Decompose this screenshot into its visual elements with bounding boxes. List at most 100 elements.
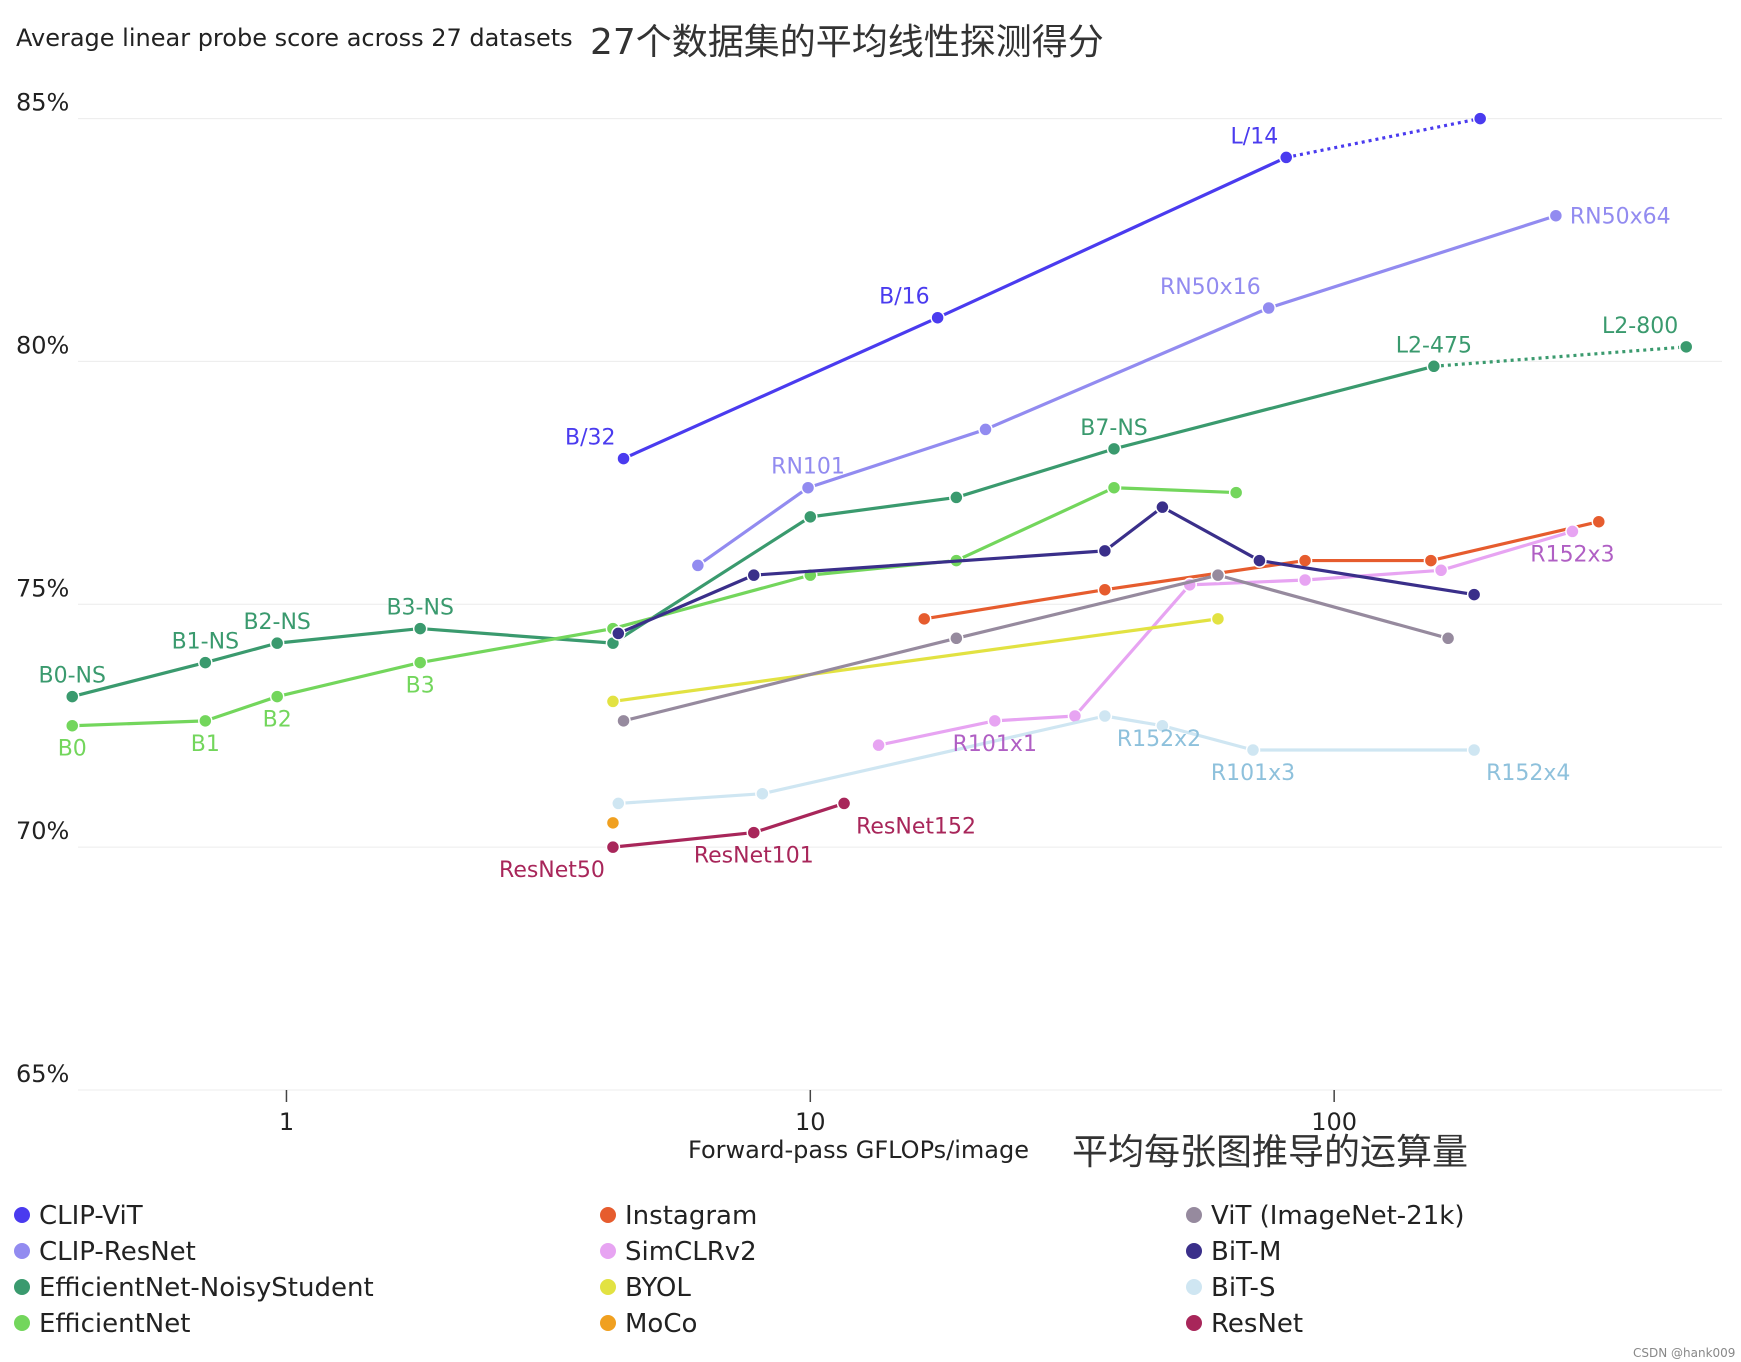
- point-label: R101x3: [1211, 761, 1295, 786]
- data-point: [1252, 553, 1267, 568]
- data-point: [1097, 708, 1113, 724]
- point-label: ResNet50: [499, 858, 605, 883]
- data-point: [746, 825, 762, 840]
- legend-item-efficientnet-noisystudent: EfficientNet-NoisyStudent: [14, 1273, 374, 1303]
- legend-item-bit-m: BiT-M: [1186, 1237, 1281, 1267]
- data-point: [1466, 742, 1482, 758]
- legend-label: ViT (ImageNet-21k): [1211, 1201, 1464, 1231]
- data-point: [949, 631, 964, 646]
- series-bit-m: [611, 499, 1482, 641]
- series-line: [878, 529, 1573, 747]
- legend-label: BYOL: [625, 1273, 691, 1303]
- point-label: ResNet152: [856, 814, 976, 839]
- data-point: [1245, 742, 1261, 758]
- x-tick-label: 10: [795, 1108, 826, 1136]
- legend-swatch: [600, 1243, 616, 1259]
- legend-item-efficientnet: EfficientNet: [14, 1309, 190, 1339]
- data-point: [1261, 300, 1276, 316]
- legend-item-simclrv2: SimCLRv2: [600, 1237, 757, 1267]
- series-simclrv2: [871, 524, 1580, 753]
- point-label: L/14: [1231, 124, 1279, 149]
- legend-label: EfficientNet: [39, 1309, 190, 1339]
- data-point: [755, 786, 770, 801]
- data-point: [605, 839, 621, 855]
- chart-title: Average linear probe score across 27 dat…: [16, 24, 573, 52]
- data-point: [198, 655, 213, 670]
- legend-swatch: [14, 1279, 30, 1295]
- point-label: L2-475: [1396, 333, 1472, 358]
- legend-item-moco: MoCo: [600, 1309, 697, 1339]
- point-label: R152x4: [1486, 761, 1570, 786]
- data-point: [616, 713, 631, 729]
- series-efficientnet-noisystudent: [64, 339, 1694, 704]
- x-axis-label: Forward-pass GFLOPs/image: [688, 1136, 1029, 1164]
- legend-item-clip-vit: CLIP-ViT: [14, 1201, 143, 1231]
- point-label: B1: [191, 732, 220, 757]
- data-point: [1297, 553, 1313, 568]
- point-label: B/16: [879, 285, 930, 310]
- y-axis: 65% 70% 75% 80% 85%: [16, 89, 69, 1088]
- legend-swatch: [600, 1207, 616, 1223]
- point-label: ResNet101: [694, 844, 814, 869]
- y-tick-label: 70%: [16, 817, 69, 845]
- legend-label: BiT-M: [1211, 1237, 1281, 1267]
- data-point: [198, 713, 213, 729]
- legend-item-vit-imagenet-21k: ViT (ImageNet-21k): [1186, 1201, 1464, 1231]
- legend-swatch: [14, 1243, 30, 1259]
- data-point: [1278, 150, 1294, 165]
- data-point: [949, 490, 964, 505]
- series-moco: [605, 815, 621, 831]
- x-tick-label: 100: [1311, 1108, 1357, 1136]
- data-point: [1097, 543, 1113, 559]
- data-point: [1210, 611, 1226, 627]
- data-point: [64, 689, 80, 704]
- grid: [78, 118, 1722, 1091]
- data-point: [1097, 582, 1113, 597]
- data-point: [1426, 359, 1442, 374]
- data-point: [916, 611, 932, 627]
- data-point: [1210, 567, 1226, 583]
- data-point: [1548, 208, 1564, 223]
- legend-swatch: [14, 1207, 30, 1223]
- data-point: [836, 796, 852, 811]
- data-point: [1106, 441, 1122, 457]
- data-point: [1155, 499, 1170, 515]
- legend-swatch: [1186, 1207, 1202, 1223]
- data-point: [1228, 485, 1244, 500]
- point-label: B1-NS: [172, 630, 239, 655]
- series-line: [696, 214, 1557, 567]
- series-clip-resnet: [690, 208, 1564, 573]
- data-point: [746, 567, 762, 583]
- series-resnet: [605, 796, 852, 855]
- data-point: [616, 451, 631, 466]
- legend-swatch: [1186, 1315, 1202, 1331]
- data-point: [978, 422, 993, 437]
- data-point: [269, 635, 285, 651]
- series-line: [617, 505, 1475, 635]
- series-line: [618, 714, 1475, 806]
- point-label: R101x1: [953, 732, 1037, 757]
- legend-label: SimCLRv2: [625, 1237, 757, 1267]
- data-point: [1106, 480, 1122, 495]
- data-point: [1155, 718, 1170, 733]
- series-line-dotted: [1285, 117, 1481, 159]
- point-label: L2-800: [1602, 314, 1678, 339]
- data-point: [1423, 553, 1439, 568]
- legend-label: Instagram: [625, 1201, 757, 1231]
- point-label: B3: [406, 674, 435, 699]
- series-vit-imagenet-21k: [616, 567, 1456, 729]
- series-line: [623, 573, 1449, 723]
- legend-label: MoCo: [625, 1309, 697, 1339]
- data-point: [1466, 587, 1482, 602]
- data-point: [690, 558, 706, 573]
- data-point: [1297, 572, 1313, 588]
- series-bit-s: [611, 708, 1482, 811]
- chart-title-zh: 27个数据集的平均线性探测得分: [590, 22, 1104, 63]
- y-tick-label: 75%: [16, 574, 69, 602]
- legend-swatch: [600, 1315, 616, 1331]
- point-label: R152x3: [1530, 542, 1614, 567]
- series-line: [612, 617, 1219, 704]
- legend-label: EfficientNet-NoisyStudent: [39, 1273, 374, 1303]
- data-point: [987, 713, 1003, 729]
- point-label: RN50x64: [1570, 205, 1671, 230]
